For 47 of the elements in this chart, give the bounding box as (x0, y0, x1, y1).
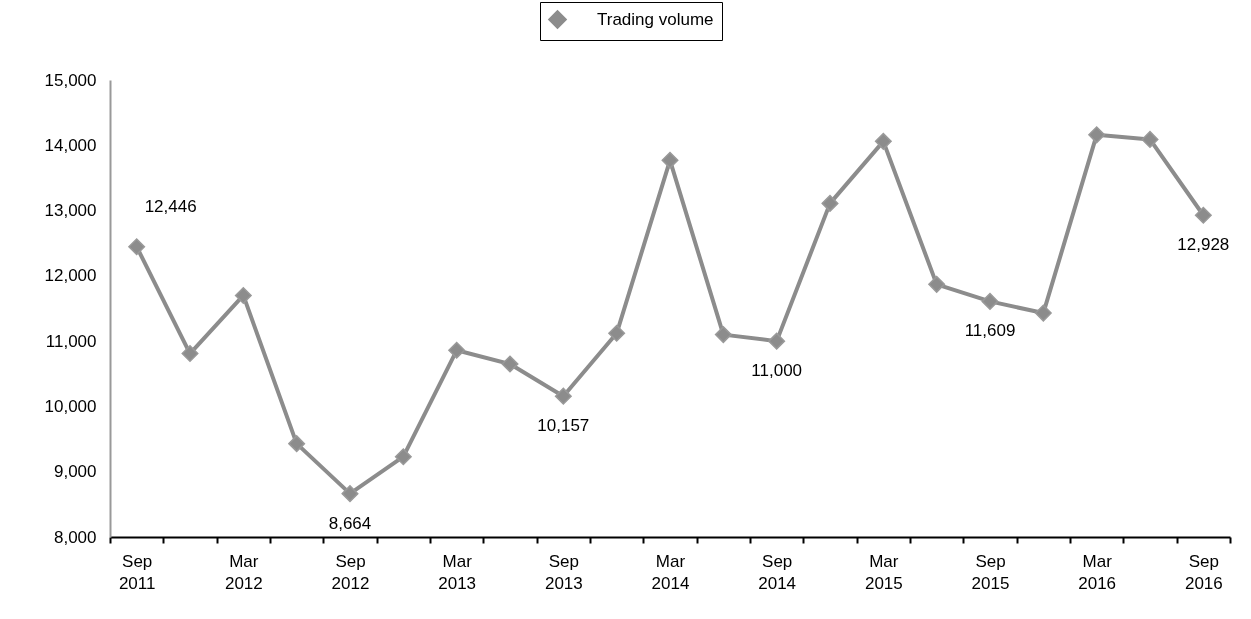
point (288, 435, 306, 453)
x-tick-label: Mar 2016 (1078, 551, 1117, 593)
point (1141, 130, 1159, 148)
legend-label: Trading volume (597, 9, 714, 29)
x-tick-label: Sep 2012 (331, 551, 370, 593)
x-tick-label: Sep 2013 (544, 551, 583, 593)
point (554, 387, 572, 405)
point (821, 194, 839, 212)
data-label: 12,446 (144, 196, 197, 216)
point (448, 341, 466, 359)
x-tick-label: Mar 2015 (864, 551, 903, 593)
point (981, 292, 999, 310)
data-label: 12,928 (1177, 235, 1230, 255)
x-tick-label: Sep 2011 (118, 551, 156, 593)
y-tick-label: 8,000 (53, 527, 97, 547)
point (768, 332, 786, 350)
y-tick-label: 12,000 (44, 266, 97, 286)
point (1194, 206, 1212, 224)
y-tick-label: 11,000 (45, 331, 97, 351)
data-label: 11,609 (964, 321, 1016, 341)
x-tick-label: Mar 2013 (438, 551, 477, 593)
x-tick-label: Sep 2016 (1184, 551, 1223, 593)
point (661, 151, 679, 169)
data-label: 11,000 (751, 361, 803, 381)
y-tick-label: 9,000 (53, 462, 97, 482)
point (234, 286, 252, 304)
x-tick-label: Sep 2015 (971, 551, 1010, 593)
x-tick-label: Sep 2014 (758, 551, 797, 593)
y-tick-label: 15,000 (44, 70, 97, 90)
point (874, 132, 892, 150)
y-tick-label: 13,000 (44, 201, 97, 221)
point (394, 448, 412, 466)
point (128, 238, 146, 256)
point (1034, 304, 1052, 322)
y-tick-label: 14,000 (44, 135, 97, 155)
point (181, 345, 199, 363)
data-label: 10,157 (537, 416, 590, 436)
point (714, 326, 732, 344)
x-tick-label: Mar 2012 (224, 551, 263, 593)
point (608, 324, 626, 342)
point (1088, 126, 1106, 144)
y-tick-label: 10,000 (44, 396, 97, 416)
point (501, 355, 519, 373)
point (341, 485, 359, 503)
x-tick-label: Mar 2014 (651, 551, 690, 593)
point (928, 275, 946, 293)
data-label: 8,664 (328, 513, 372, 533)
